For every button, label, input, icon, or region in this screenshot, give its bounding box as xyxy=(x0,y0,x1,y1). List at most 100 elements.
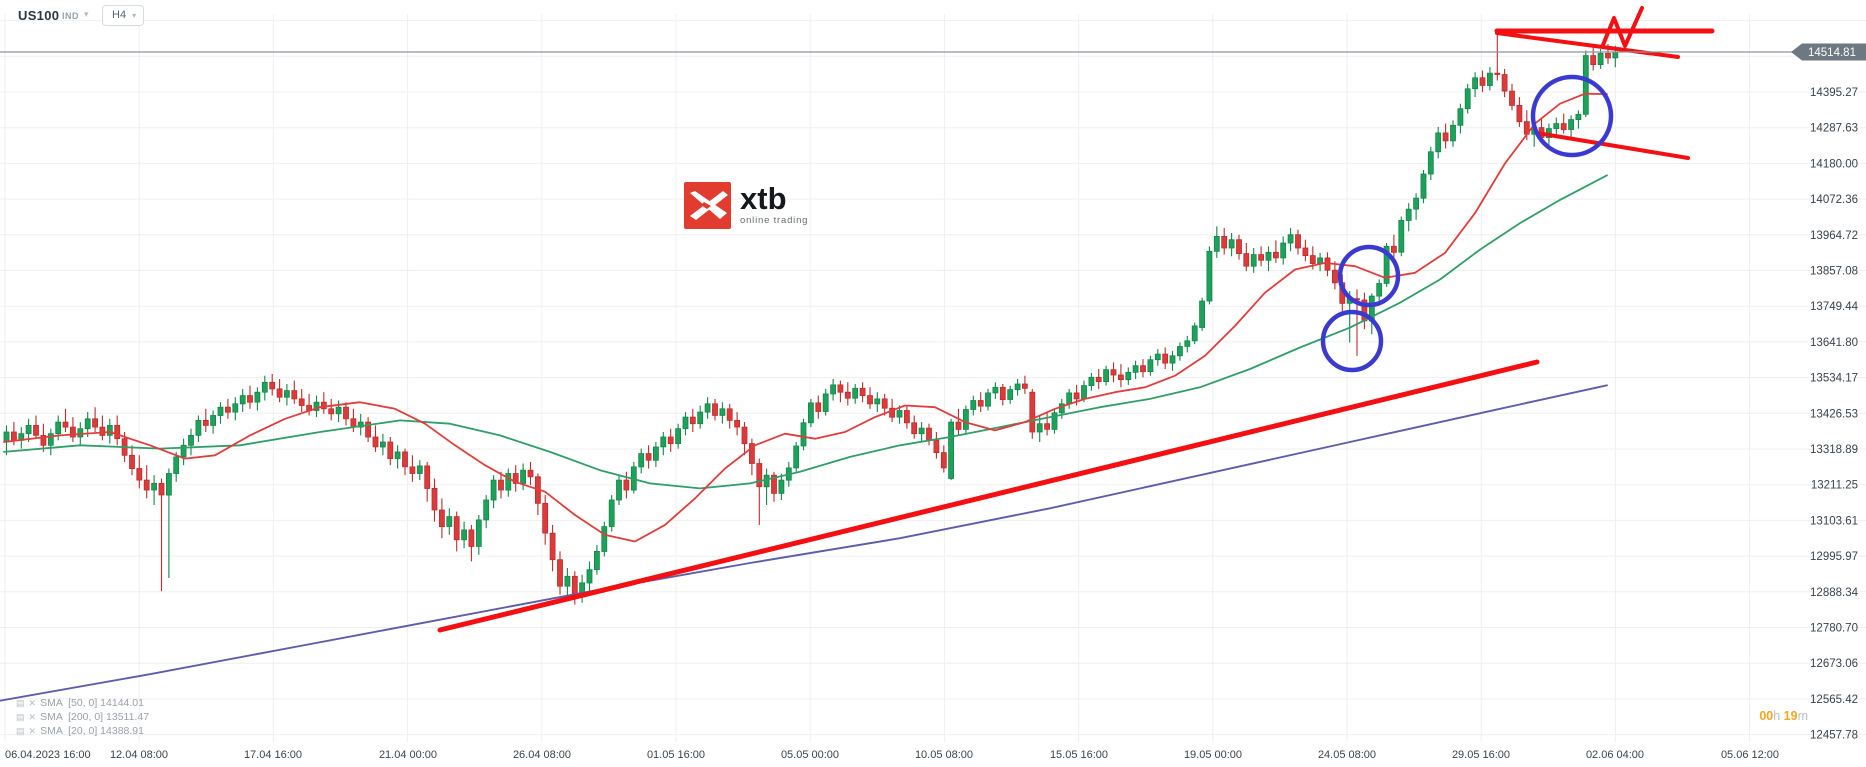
time-axis-label[interactable]: 02.06 04:00 xyxy=(1586,749,1644,761)
candle-body xyxy=(660,436,667,448)
price-axis-label[interactable]: 13211.25 xyxy=(1811,480,1858,492)
candle-body xyxy=(416,465,423,474)
candle-body xyxy=(1287,234,1294,244)
remove-indicator-icon[interactable]: ✕ xyxy=(28,712,37,722)
candle-body xyxy=(726,408,733,421)
remove-indicator-icon[interactable]: ✕ xyxy=(28,726,37,736)
price-axis-label[interactable]: 14072.36 xyxy=(1810,194,1858,206)
candle-body xyxy=(999,386,1006,400)
highlight-circle-annotation[interactable] xyxy=(1320,309,1384,373)
time-axis-label[interactable]: 05.06 12:00 xyxy=(1721,749,1779,761)
sma200-line[interactable] xyxy=(0,384,1608,702)
trendline-major-ascending-support[interactable] xyxy=(437,359,1540,633)
time-axis-label[interactable]: 26.04 08:00 xyxy=(513,749,571,761)
price-axis-label[interactable]: 13964.72 xyxy=(1810,230,1858,242)
time-axis-label[interactable]: 19.05 00:00 xyxy=(1184,749,1242,761)
candle-body xyxy=(1435,132,1442,153)
highlight-circle-annotation[interactable] xyxy=(1530,74,1614,158)
time-axis-label[interactable]: 17.04 16:00 xyxy=(244,749,302,761)
candle-body xyxy=(712,403,718,416)
price-axis-label[interactable]: 13857.08 xyxy=(1810,266,1858,278)
candle-body xyxy=(955,421,962,430)
chevron-down-icon[interactable]: ▾ xyxy=(84,9,89,19)
instrument-type-label[interactable]: IND xyxy=(62,11,79,21)
price-axis-label[interactable]: 14180.00 xyxy=(1810,158,1858,170)
price-axis-label[interactable]: 13103.61 xyxy=(1810,515,1858,527)
trendline-descending-wedge-lower[interactable] xyxy=(1535,131,1690,160)
time-axis-label[interactable]: 12.04 08:00 xyxy=(110,749,168,761)
candle-body xyxy=(586,569,593,584)
candle-body xyxy=(283,390,290,398)
candle-body xyxy=(1450,124,1456,142)
sma20-line[interactable] xyxy=(3,92,1608,543)
candle-body xyxy=(697,411,704,425)
candle-body xyxy=(1479,77,1486,86)
indicator-settings-icon[interactable]: ▤ xyxy=(16,726,25,736)
indicator-settings-icon[interactable]: ▤ xyxy=(16,698,25,708)
candle-body xyxy=(77,428,84,438)
candle-body xyxy=(180,444,187,458)
candle-body xyxy=(1088,376,1095,386)
time-axis-label[interactable]: 05.05 00:00 xyxy=(781,749,839,761)
candle-body xyxy=(1250,254,1257,267)
candle-body xyxy=(667,436,674,444)
candle-body xyxy=(468,529,475,547)
price-axis-label[interactable]: 13426.53 xyxy=(1810,408,1858,420)
candle-body xyxy=(594,551,600,571)
trendline-descending-wedge-upper[interactable] xyxy=(1495,31,1680,59)
price-axis-label[interactable]: 13749.44 xyxy=(1810,301,1859,313)
time-axis-label[interactable]: 10.05 08:00 xyxy=(915,749,973,761)
candle-body xyxy=(298,398,305,406)
price-axis-label[interactable]: 12780.70 xyxy=(1810,623,1858,635)
candle-body xyxy=(815,402,822,412)
candle-body xyxy=(1295,234,1301,249)
time-axis-label[interactable]: 01.05 16:00 xyxy=(647,749,705,761)
legend-row-sma50: ▤ ✕ SMA [50, 0] 14144.01 xyxy=(16,696,149,710)
price-axis-label[interactable]: 12457.78 xyxy=(1810,730,1858,742)
zigzag-annotation[interactable] xyxy=(1601,6,1644,48)
price-axis-label[interactable]: 13641.80 xyxy=(1810,337,1858,349)
indicator-label: SMA [200, 0] 13511.47 xyxy=(40,711,150,723)
time-axis-label[interactable]: 29.05 16:00 xyxy=(1452,749,1510,761)
candle-body xyxy=(276,388,283,398)
time-axis-label[interactable]: 06.04.2023 16:00 xyxy=(5,749,91,761)
candle-body xyxy=(1612,51,1619,59)
price-axis-label[interactable]: 12673.06 xyxy=(1810,658,1858,670)
price-axis-label[interactable]: 12995.97 xyxy=(1810,551,1858,563)
price-axis-label[interactable]: 13318.89 xyxy=(1810,444,1858,456)
legend-row-sma200: ▤ ✕ SMA [200, 0] 13511.47 xyxy=(16,710,149,724)
sma50-line[interactable] xyxy=(3,174,1608,490)
candle-body xyxy=(852,387,859,399)
price-axis-label[interactable]: 12565.42 xyxy=(1810,694,1858,706)
candle-body xyxy=(896,410,903,418)
candle-body xyxy=(970,400,977,410)
candle-body xyxy=(889,407,895,418)
candle-body xyxy=(1007,389,1014,400)
remove-indicator-icon[interactable]: ✕ xyxy=(28,698,37,708)
candle-body xyxy=(114,424,121,440)
candle-body xyxy=(490,479,497,501)
timeframe-value: H4 xyxy=(112,9,127,21)
price-axis-label[interactable]: 13534.17 xyxy=(1810,373,1858,385)
candle-body xyxy=(527,469,534,478)
candle-body xyxy=(1243,253,1250,267)
price-axis-label[interactable]: 14287.63 xyxy=(1810,123,1858,135)
highlight-circle-annotation[interactable] xyxy=(1337,244,1401,308)
candle-body xyxy=(1398,219,1405,253)
price-axis-label[interactable]: 12888.34 xyxy=(1810,587,1859,599)
time-axis-label[interactable]: 15.05 16:00 xyxy=(1050,749,1108,761)
candle-body xyxy=(1265,251,1272,261)
price-axis-label[interactable]: 14395.27 xyxy=(1810,87,1858,99)
candle-body xyxy=(1487,72,1493,86)
candle-body xyxy=(1553,123,1560,129)
candle-body xyxy=(948,421,954,479)
indicator-settings-icon[interactable]: ▤ xyxy=(16,712,25,722)
candle-body xyxy=(1560,123,1567,130)
timeframe-selector[interactable]: H4 ▾ xyxy=(102,5,145,26)
time-axis-label[interactable]: 21.04 00:00 xyxy=(379,749,437,761)
candle-body xyxy=(1582,55,1589,115)
chevron-down-icon: ▾ xyxy=(132,10,137,20)
candle-body xyxy=(453,516,460,541)
time-axis-label[interactable]: 24.05 08:00 xyxy=(1318,749,1376,761)
